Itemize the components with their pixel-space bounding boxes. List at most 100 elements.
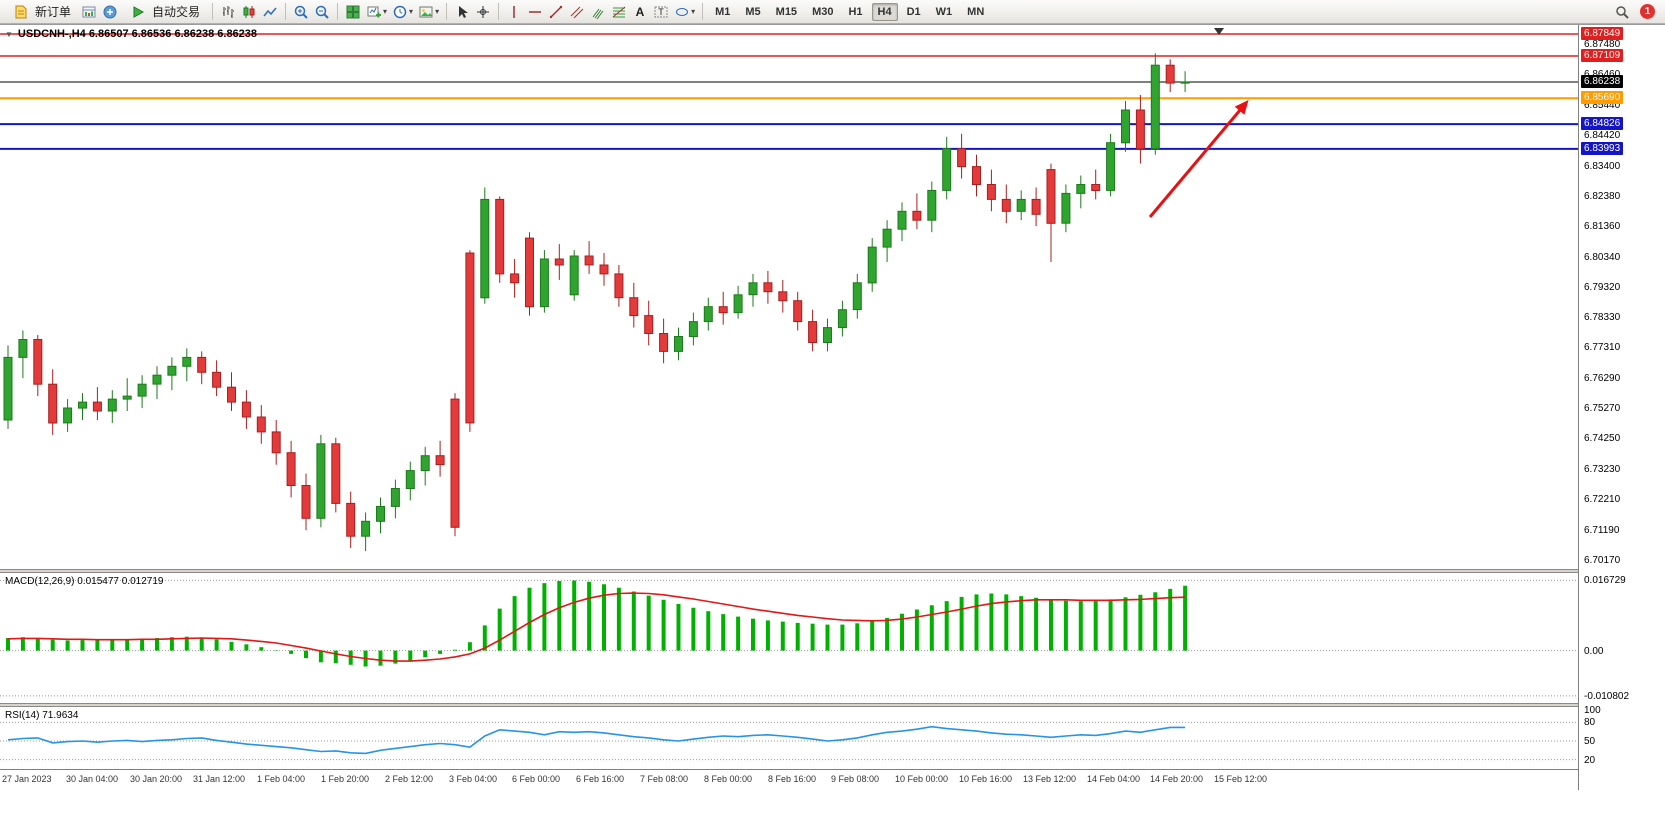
shapes-dropdown-caret[interactable]: ▾ <box>691 7 696 16</box>
rsi-line <box>7 725 1186 755</box>
candle <box>1001 198 1011 212</box>
candle <box>92 401 102 412</box>
timeframe-m15[interactable]: M15 <box>770 3 803 21</box>
chart-shift-marker[interactable] <box>1214 28 1224 35</box>
trend-arrow[interactable] <box>1148 102 1248 218</box>
candle <box>212 371 222 388</box>
one-click-trading-toggle[interactable]: ▼ <box>5 29 13 39</box>
toolbar-separator <box>212 3 214 20</box>
period-clock-icon[interactable] <box>390 2 410 22</box>
candle <box>390 488 400 507</box>
templates-dropdown-caret[interactable]: ▾ <box>435 7 440 16</box>
auto-trading-button[interactable]: 自动交易 <box>121 0 207 24</box>
pitchfork-icon[interactable] <box>588 2 608 22</box>
macd-pane: MACD(12,26,9) 0.015477 0.012719 <box>0 573 1578 703</box>
candle <box>659 333 669 352</box>
candlestick-chart-icon[interactable] <box>239 2 259 22</box>
candle <box>823 327 832 344</box>
level-price-badge: 6.85690 <box>1581 91 1624 104</box>
chart-window: ▼ USDCNH-,H4 6.86507 6.86536 6.86238 6.8… <box>0 24 1665 838</box>
channel-icon[interactable] <box>567 2 587 22</box>
candle <box>301 485 311 519</box>
time-axis-label: 8 Feb 16:00 <box>768 774 817 784</box>
timeframe-mn[interactable]: MN <box>961 3 990 21</box>
zoom-in-icon[interactable] <box>291 2 311 22</box>
candle <box>703 306 713 323</box>
candle <box>644 315 654 335</box>
rsi-pane: RSI(14) 71.9634 <box>0 707 1578 769</box>
candle <box>420 455 430 472</box>
time-axis-label: 7 Feb 08:00 <box>640 774 689 784</box>
crosshair-icon[interactable] <box>473 2 493 22</box>
price-axis-label: 6.87480 <box>1584 39 1621 50</box>
candle <box>1016 198 1026 212</box>
timeframe-m1[interactable]: M1 <box>709 3 736 21</box>
candle <box>1031 198 1041 215</box>
bars-chart-icon[interactable] <box>218 2 238 22</box>
time-axis-label: 13 Feb 12:00 <box>1023 774 1077 784</box>
timeframe-h1[interactable]: H1 <box>842 3 868 21</box>
panel-splitter[interactable] <box>0 569 1665 573</box>
candle <box>986 184 996 200</box>
candle <box>510 273 520 284</box>
timeframe-m5[interactable]: M5 <box>739 3 766 21</box>
horizontal-line-icon[interactable] <box>525 2 545 22</box>
macd-signal-line <box>7 592 1186 662</box>
rsi-indicator[interactable] <box>0 707 1578 769</box>
tile-windows-icon[interactable] <box>343 2 363 22</box>
templates-icon[interactable] <box>416 2 436 22</box>
shapes-icon[interactable] <box>672 2 692 22</box>
line-chart-icon[interactable] <box>260 2 280 22</box>
price-scale[interactable]: 6.87480 6.86460 6.85440 6.84420 6.83400 6.823… <box>1579 25 1665 837</box>
price-scale-separator <box>1578 25 1579 790</box>
candle <box>793 300 803 323</box>
level-price-badge: 6.87849 <box>1581 27 1624 40</box>
timeframe-m30[interactable]: M30 <box>806 3 839 21</box>
candle <box>1121 109 1130 144</box>
toolbar-separator <box>285 3 287 20</box>
price-axis-label: 6.84420 <box>1584 130 1621 141</box>
candle <box>808 321 818 344</box>
trendline-icon[interactable] <box>546 2 566 22</box>
market-watch-icon[interactable] <box>79 2 99 22</box>
text-icon[interactable]: A <box>630 2 650 22</box>
time-axis-label: 3 Feb 04:00 <box>449 774 498 784</box>
timeframe-d1[interactable]: D1 <box>901 3 927 21</box>
macd-indicator[interactable] <box>0 573 1578 703</box>
time-axis[interactable]: 27 Jan 2023 30 Jan 04:00 30 Jan 20:00 31 Ja… <box>0 769 1578 789</box>
time-axis-label: 8 Feb 00:00 <box>704 774 753 784</box>
data-window-icon[interactable] <box>100 2 120 22</box>
time-axis-label: 10 Feb 00:00 <box>895 774 949 784</box>
time-axis-label: 1 Feb 20:00 <box>321 774 370 784</box>
fibonacci-icon[interactable] <box>609 2 629 22</box>
candle <box>256 416 266 433</box>
price-axis-label: 6.86460 <box>1584 69 1620 80</box>
candle <box>897 210 907 230</box>
candle <box>435 455 445 466</box>
candle <box>957 148 967 168</box>
new-chart-icon[interactable] <box>364 2 384 22</box>
notification-badge[interactable]: 1 <box>1640 4 1655 19</box>
vertical-line-icon[interactable] <box>504 2 524 22</box>
new-chart-dropdown-caret[interactable]: ▾ <box>383 7 388 16</box>
panel-splitter[interactable] <box>0 703 1665 707</box>
zoom-out-icon[interactable] <box>312 2 332 22</box>
timeframe-h4[interactable]: H4 <box>871 2 898 21</box>
toolbar: 新订单 自动交易 <box>0 0 1665 24</box>
macd-axis-label: 0.016729 <box>1584 575 1626 586</box>
new-order-button[interactable]: 新订单 <box>4 0 78 24</box>
rsi-axis-label: 50 <box>1584 736 1596 747</box>
price-axis-label: 6.85440 <box>1584 100 1621 111</box>
search-icon[interactable] <box>1612 2 1632 22</box>
auto-trading-label: 自动交易 <box>152 5 201 19</box>
candlestick-chart[interactable] <box>0 25 1578 569</box>
price-axis-label: 6.78330 <box>1584 312 1621 323</box>
candle <box>867 246 877 284</box>
label-icon[interactable]: T <box>651 2 671 22</box>
time-axis-label: 14 Feb 20:00 <box>1150 774 1204 784</box>
timeframe-w1[interactable]: W1 <box>930 3 959 21</box>
cursor-icon[interactable] <box>452 2 472 22</box>
level-price-badge: 6.83993 <box>1581 142 1624 155</box>
period-dropdown-caret[interactable]: ▾ <box>409 7 414 16</box>
